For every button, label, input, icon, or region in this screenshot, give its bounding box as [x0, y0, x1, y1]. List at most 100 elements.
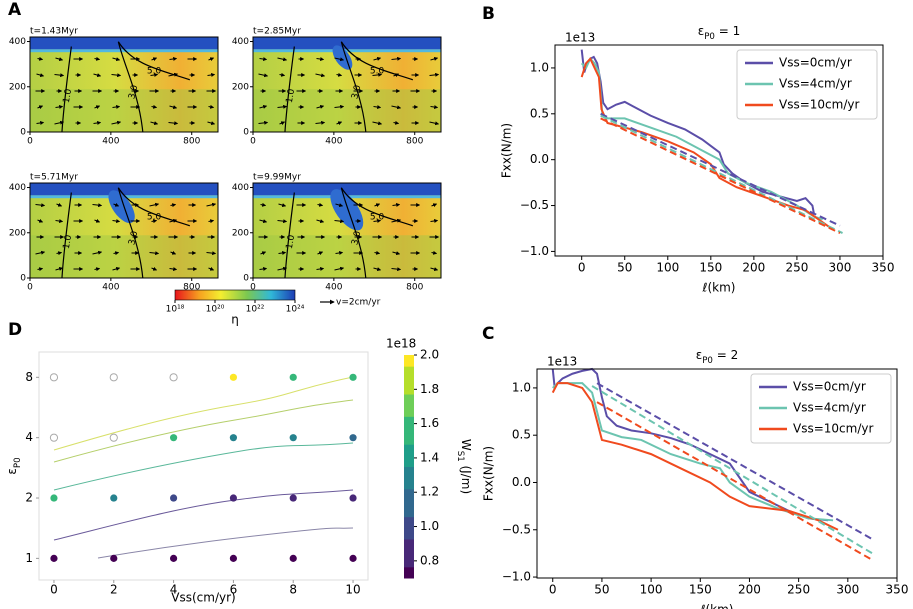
- velocity-arrow: [316, 57, 325, 62]
- plot-frame: [536, 368, 898, 579]
- x-tick-label: 50: [594, 583, 609, 597]
- velocity-arrow: [208, 104, 215, 109]
- colorbar-label: η: [231, 313, 239, 327]
- velocity-arrow: [392, 202, 401, 207]
- x-tick-label: 400: [102, 283, 119, 293]
- plot-frame: [38, 351, 369, 581]
- colorbar-segment: [404, 544, 414, 551]
- colorbar-segment: [404, 371, 414, 378]
- velocity-arrow: [335, 250, 344, 255]
- velocity-arrow: [150, 72, 159, 77]
- velocity-arrow: [112, 266, 121, 271]
- x-tick-label: 0: [578, 261, 586, 275]
- series-line: [551, 367, 829, 522]
- point: [50, 494, 58, 502]
- colorbar-tick-label: 0.8: [420, 553, 439, 567]
- velocity-arrow: [391, 105, 402, 110]
- x-tick-label: 800: [406, 283, 423, 293]
- velocity-arrow: [54, 120, 65, 125]
- velocity-arrow: [391, 267, 402, 272]
- legend-box: [736, 49, 878, 120]
- colorbar-tick-label: 10²⁰: [206, 305, 225, 315]
- x-tick-label: 250: [785, 261, 808, 275]
- velocity-arrow: [430, 56, 439, 61]
- velocity-arrow: [259, 266, 268, 271]
- y-tick-label: 0.0: [512, 475, 531, 489]
- velocity-arrow: [374, 250, 381, 255]
- series-line: [580, 57, 824, 221]
- velocity-arrow: [112, 104, 121, 109]
- velocity-arrow: [258, 120, 269, 125]
- velocity-arrow: [94, 267, 101, 272]
- point: [110, 554, 118, 562]
- velocity-arrow: [111, 73, 122, 78]
- colorbar-segment: [404, 388, 414, 395]
- x-tick-label: 0: [27, 137, 33, 147]
- velocity-arrow: [259, 104, 268, 109]
- colorbar-tick-label: 10²⁴: [286, 305, 305, 315]
- colorbar-segment: [404, 382, 414, 389]
- y-tick-label: −0.5: [502, 522, 531, 536]
- velocity-arrow: [93, 120, 102, 125]
- velocity-arrow: [170, 203, 177, 208]
- y-tick-label: 0: [20, 274, 26, 284]
- contour: [284, 192, 295, 279]
- contour: [117, 187, 144, 279]
- colorbar-segment: [404, 366, 414, 373]
- point: [289, 434, 297, 442]
- panel-label: D: [8, 320, 22, 340]
- velocity-arrow: [206, 202, 217, 207]
- x-tick-label: 400: [102, 137, 119, 147]
- colorbar-tick-label: 1.0: [420, 519, 439, 533]
- contour-label: 1.0: [285, 234, 297, 250]
- colorbar-segment: [404, 494, 414, 501]
- colorbar-segment: [404, 572, 414, 579]
- velocity-arrow: [431, 250, 438, 255]
- point: [349, 494, 357, 502]
- velocity-arrow: [37, 56, 44, 61]
- contour-label: 3.0: [127, 230, 140, 247]
- velocity-arrow: [56, 251, 63, 256]
- subplot-title: t=5.71Myr: [30, 173, 78, 183]
- velocity-arrow: [36, 73, 45, 78]
- velocity-arrow: [317, 202, 324, 207]
- point: [229, 373, 238, 381]
- lithosphere: [30, 183, 218, 196]
- velocity-arrow: [316, 219, 325, 224]
- velocity-arrow: [151, 57, 158, 62]
- x-tick-label: 2: [110, 583, 118, 597]
- x-tick-label: 300: [836, 583, 859, 597]
- x-tick-label: 6: [230, 583, 238, 597]
- colorbar-segment: [404, 522, 414, 529]
- velocity-arrow: [259, 57, 268, 62]
- velocity-arrow: [430, 267, 439, 272]
- y-tick-label: 400: [9, 183, 26, 193]
- velocity-arrow: [373, 267, 382, 272]
- velocity-arrow: [277, 219, 288, 224]
- legend-label: Vss=4cm/yr: [779, 77, 852, 91]
- x-tick-label: 0: [250, 137, 256, 147]
- colorbar-segment: [404, 405, 414, 412]
- colorbar-segment: [404, 444, 414, 451]
- y-tick-label: −1.0: [502, 570, 531, 584]
- velocity-arrow: [278, 250, 287, 255]
- velocity-arrow: [316, 266, 325, 271]
- x-tick-label: 0: [50, 583, 58, 597]
- x-tick-label: 400: [325, 283, 342, 293]
- velocity-arrow: [113, 202, 120, 207]
- colorbar-segment: [404, 355, 414, 362]
- chart-title-part: P0: [702, 356, 713, 366]
- velocity-arrow: [334, 104, 345, 109]
- velocity-arrow: [336, 121, 343, 126]
- colorbar-tick-label: 2.0: [420, 348, 439, 362]
- series-line: [596, 401, 873, 561]
- point: [289, 494, 297, 502]
- y-axis-label-part: P0: [13, 457, 23, 468]
- colorbar-segment: [404, 566, 414, 573]
- slab: [108, 190, 135, 224]
- x-tick-label: 350: [886, 583, 909, 597]
- lithosphere-edge: [253, 49, 441, 53]
- x-tick-label: 800: [406, 137, 423, 147]
- velocity-arrow: [93, 73, 102, 78]
- d-contours: [53, 376, 354, 559]
